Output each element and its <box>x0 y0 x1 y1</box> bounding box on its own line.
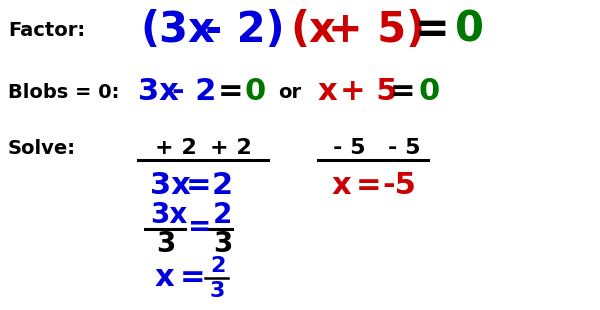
Text: + 5): + 5) <box>328 9 425 51</box>
Text: 2: 2 <box>212 170 233 200</box>
Text: 3x: 3x <box>150 201 187 229</box>
Text: (x: (x <box>290 9 336 51</box>
Text: =: = <box>180 264 206 293</box>
Text: x: x <box>318 78 338 107</box>
Text: or: or <box>278 82 301 101</box>
Text: =: = <box>390 78 416 107</box>
Text: Solve:: Solve: <box>8 139 76 157</box>
Text: 3x: 3x <box>138 78 179 107</box>
Text: =: = <box>415 9 450 51</box>
Text: 0: 0 <box>244 78 265 107</box>
Text: - 5: - 5 <box>333 138 365 158</box>
Text: =: = <box>188 213 211 241</box>
Text: + 2: + 2 <box>155 138 197 158</box>
Text: 3: 3 <box>156 230 175 258</box>
Text: x: x <box>332 170 352 200</box>
Text: 3: 3 <box>210 281 226 301</box>
Text: + 2: + 2 <box>210 138 252 158</box>
Text: 0: 0 <box>418 78 439 107</box>
Text: -5: -5 <box>382 170 416 200</box>
Text: 2: 2 <box>210 256 226 276</box>
Text: - 5: - 5 <box>388 138 421 158</box>
Text: - 2: - 2 <box>172 78 217 107</box>
Text: - 2): - 2) <box>205 9 284 51</box>
Text: (3x: (3x <box>140 9 215 51</box>
Text: =: = <box>218 78 244 107</box>
Text: x: x <box>155 264 175 293</box>
Text: 0: 0 <box>455 9 484 51</box>
Text: + 5: + 5 <box>340 78 398 107</box>
Text: =: = <box>356 170 382 200</box>
Text: Blobs = 0:: Blobs = 0: <box>8 82 119 101</box>
Text: =: = <box>186 170 212 200</box>
Text: 3x: 3x <box>150 170 191 200</box>
Text: 2: 2 <box>213 201 232 229</box>
Text: Factor:: Factor: <box>8 20 85 39</box>
Text: 3: 3 <box>213 230 232 258</box>
